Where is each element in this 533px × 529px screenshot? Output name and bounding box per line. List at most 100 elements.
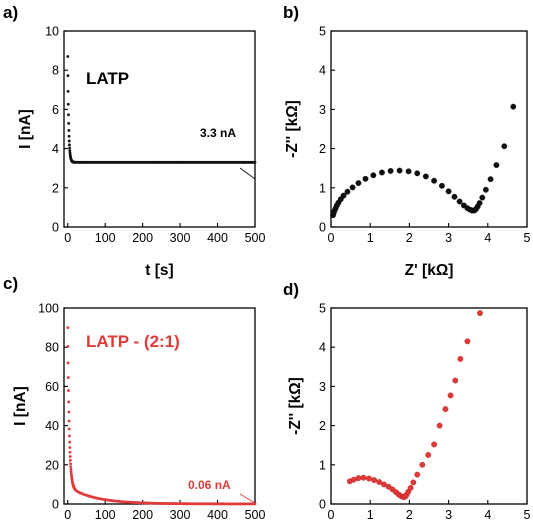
x-tick-label: 200 bbox=[132, 508, 153, 522]
data-point bbox=[67, 121, 71, 125]
data-point bbox=[66, 89, 70, 93]
panel-label: b) bbox=[283, 3, 299, 22]
panel-label: c) bbox=[3, 274, 18, 293]
data-point bbox=[456, 198, 463, 205]
y-tick-label: 4 bbox=[52, 142, 59, 156]
data-point bbox=[422, 173, 429, 180]
y-tick-label: 4 bbox=[319, 64, 326, 78]
y-tick-label: 0 bbox=[319, 221, 326, 235]
data-point bbox=[67, 134, 71, 138]
y-axis-label: I [nA] bbox=[17, 109, 34, 149]
y-tick-label: 0 bbox=[319, 498, 326, 512]
data-point bbox=[451, 193, 458, 200]
x-tick-label: 3 bbox=[445, 231, 452, 245]
data-point bbox=[68, 450, 72, 454]
y-axis-label: -Z'' [kΩ] bbox=[287, 377, 304, 435]
data-point bbox=[66, 376, 70, 379]
x-tick-label: 2 bbox=[406, 508, 413, 522]
data-point bbox=[487, 176, 494, 183]
panel-label: d) bbox=[283, 280, 299, 299]
series-annotation: LATP bbox=[86, 69, 129, 88]
data-point bbox=[67, 113, 70, 117]
y-tick-label: 40 bbox=[45, 419, 59, 433]
data-point bbox=[68, 434, 71, 438]
data-point bbox=[414, 471, 421, 478]
y-tick-label: 8 bbox=[52, 64, 59, 78]
x-tick-label: 100 bbox=[95, 231, 116, 245]
data-point bbox=[371, 477, 378, 483]
data-point bbox=[405, 168, 412, 175]
data-point bbox=[431, 177, 437, 184]
x-tick-label: 500 bbox=[245, 508, 266, 522]
data-point bbox=[445, 188, 452, 195]
plot-frame bbox=[330, 30, 528, 228]
data-point bbox=[362, 175, 369, 182]
data-point bbox=[476, 200, 483, 206]
y-tick-label: 20 bbox=[45, 458, 59, 472]
data-point bbox=[253, 160, 257, 164]
data-series bbox=[330, 103, 517, 219]
data-point bbox=[464, 338, 471, 345]
data-point bbox=[67, 427, 71, 431]
data-point bbox=[379, 169, 385, 176]
y-tick-label: 3 bbox=[319, 103, 326, 117]
x-tick-label: 3 bbox=[445, 508, 452, 522]
y-tick-label: 1 bbox=[319, 181, 326, 195]
chart-panel-1: a) 0 100 200 300 400 500 0 2 4 6 8 10 t [s] I [nA] LATP… bbox=[3, 3, 265, 279]
data-point bbox=[419, 461, 426, 468]
data-point bbox=[410, 479, 417, 486]
data-series bbox=[66, 55, 257, 164]
data-series bbox=[346, 310, 483, 500]
chart-panel-2: b) 0 1 2 3 4 5 0 1 2 3 4 5 Z' [kΩ] -Z'' [kΩ] bbox=[283, 3, 531, 279]
y-tick-label: 2 bbox=[319, 142, 326, 156]
x-tick-label: 5 bbox=[524, 508, 531, 522]
y-axis-label: -Z'' [kΩ] bbox=[284, 100, 301, 158]
y-tick-label: 2 bbox=[319, 419, 326, 433]
data-point bbox=[67, 410, 71, 414]
data-point bbox=[447, 392, 454, 399]
y-tick-label: 4 bbox=[319, 341, 326, 355]
data-point bbox=[414, 170, 421, 177]
x-tick-label: 400 bbox=[207, 508, 228, 522]
x-tick-label: 0 bbox=[328, 231, 335, 245]
data-point bbox=[68, 149, 72, 152]
x-tick-label: 400 bbox=[207, 231, 228, 245]
data-point bbox=[407, 485, 414, 491]
data-point bbox=[436, 422, 443, 429]
x-tick-label: 0 bbox=[328, 508, 335, 522]
data-point bbox=[360, 474, 367, 481]
data-point bbox=[396, 167, 403, 174]
x-axis-label: Z' [kΩ] bbox=[405, 262, 454, 279]
y-tick-label: 100 bbox=[38, 302, 59, 316]
y-tick-label: 5 bbox=[319, 302, 326, 316]
plot-frame bbox=[63, 30, 256, 228]
y-tick-label: 3 bbox=[319, 380, 326, 394]
x-axis-label: t [s] bbox=[145, 262, 173, 279]
data-point bbox=[68, 440, 72, 444]
data-point bbox=[349, 184, 356, 191]
y-tick-label: 6 bbox=[52, 103, 59, 117]
data-point bbox=[457, 356, 464, 362]
data-point bbox=[67, 139, 71, 143]
y-tick-label: 80 bbox=[45, 341, 59, 355]
x-tick-label: 2 bbox=[406, 231, 413, 245]
y-tick-label: 10 bbox=[45, 25, 59, 39]
data-point bbox=[67, 400, 71, 404]
x-tick-label: 1 bbox=[367, 508, 374, 522]
x-tick-label: 300 bbox=[170, 508, 191, 522]
data-point bbox=[67, 389, 70, 392]
x-tick-label: 0 bbox=[64, 231, 71, 245]
panel-label: a) bbox=[3, 3, 18, 22]
data-point bbox=[477, 310, 483, 316]
data-point bbox=[66, 74, 70, 78]
data-point bbox=[376, 479, 383, 485]
data-point bbox=[355, 475, 362, 482]
data-point bbox=[66, 102, 70, 106]
data-point bbox=[344, 188, 351, 195]
data-point bbox=[66, 344, 70, 348]
data-point bbox=[67, 129, 71, 132]
data-series bbox=[66, 326, 257, 506]
data-point bbox=[452, 377, 459, 384]
x-tick-label: 4 bbox=[484, 508, 491, 522]
